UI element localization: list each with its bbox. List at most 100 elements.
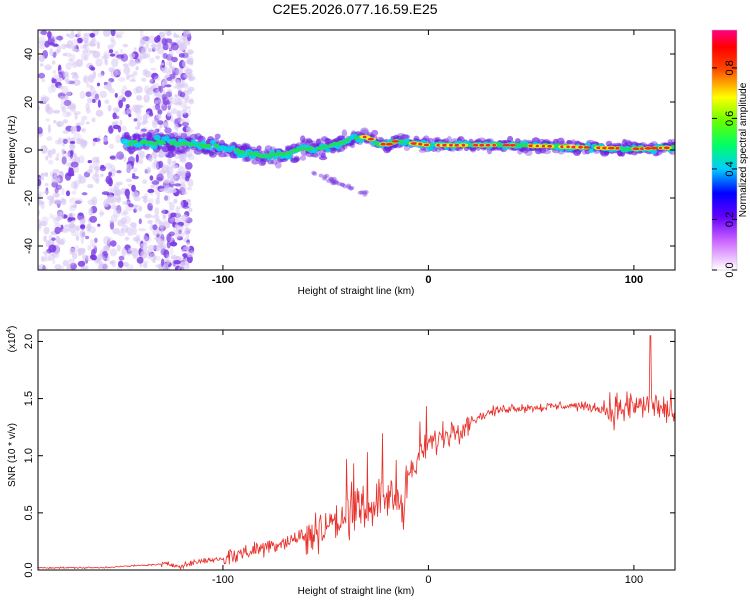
ridge-green bbox=[270, 152, 278, 157]
noise-speck bbox=[62, 119, 68, 124]
noise-speck bbox=[72, 48, 81, 53]
ridge-glow bbox=[275, 161, 282, 169]
noise-speck bbox=[89, 215, 98, 223]
noise-speck bbox=[82, 49, 89, 54]
ridge-glow bbox=[402, 134, 411, 140]
noise-speck bbox=[120, 88, 125, 96]
noise-speck bbox=[143, 94, 150, 103]
noise-speck bbox=[46, 136, 53, 142]
noise-speck bbox=[174, 154, 179, 160]
noise-speck bbox=[45, 118, 50, 122]
noise-speck bbox=[186, 55, 194, 65]
secondary-streak bbox=[346, 185, 352, 190]
noise-speck bbox=[101, 250, 108, 259]
noise-speck bbox=[179, 118, 185, 123]
noise-speck bbox=[59, 237, 66, 245]
noise-speck bbox=[66, 173, 75, 177]
ridge-glow bbox=[299, 155, 307, 161]
noise-speck bbox=[148, 167, 152, 174]
noise-speck bbox=[171, 108, 178, 115]
noise-speck bbox=[55, 157, 59, 161]
noise-speck bbox=[58, 71, 63, 79]
spectrogram-x-ticks: -100 0 100 bbox=[212, 30, 643, 286]
noise-speck bbox=[155, 264, 163, 268]
ridge-glow bbox=[360, 129, 370, 137]
noise-speck bbox=[40, 256, 45, 262]
noise-speck bbox=[61, 85, 69, 95]
noise-speck bbox=[175, 205, 182, 210]
noise-speck bbox=[123, 65, 131, 75]
noise-speck bbox=[47, 124, 52, 134]
noise-speck bbox=[174, 123, 179, 131]
chart-title: C2E5.2026.077.16.59.E25 bbox=[272, 1, 438, 17]
noise-speck bbox=[119, 49, 124, 54]
noise-speck bbox=[166, 162, 174, 169]
noise-speck bbox=[153, 100, 159, 105]
noise-speck bbox=[121, 261, 129, 267]
noise-speck bbox=[145, 236, 152, 243]
noise-speck bbox=[141, 195, 148, 200]
noise-speck bbox=[63, 138, 68, 145]
ridge-green bbox=[173, 141, 179, 146]
noise-speck bbox=[138, 150, 145, 156]
noise-speck bbox=[136, 104, 144, 109]
noise-speck bbox=[69, 223, 76, 229]
noise-speck bbox=[51, 35, 57, 40]
noise-speck bbox=[109, 220, 115, 230]
noise-speck bbox=[53, 120, 57, 124]
noise-speck bbox=[118, 255, 125, 261]
noise-speck bbox=[44, 64, 52, 71]
noise-speck bbox=[161, 264, 166, 270]
noise-speck bbox=[55, 35, 64, 41]
noise-speck bbox=[91, 244, 98, 249]
noise-speck bbox=[122, 85, 128, 92]
noise-speck bbox=[71, 38, 79, 48]
noise-speck bbox=[80, 224, 86, 229]
noise-speck bbox=[188, 207, 193, 212]
ridge-red bbox=[385, 142, 394, 146]
noise-speck bbox=[160, 258, 165, 268]
ridge-glow bbox=[209, 150, 215, 157]
noise-speck bbox=[95, 58, 103, 67]
noise-speck bbox=[151, 72, 159, 80]
noise-speck bbox=[154, 217, 161, 225]
noise-speck bbox=[142, 263, 148, 269]
noise-speck bbox=[142, 198, 150, 203]
ridge-green bbox=[292, 148, 298, 153]
x-tick-label: 100 bbox=[625, 274, 643, 286]
noise-speck bbox=[129, 52, 136, 59]
noise-speck bbox=[167, 157, 172, 165]
noise-speck bbox=[170, 246, 174, 256]
y-tick-label: 0 bbox=[23, 147, 35, 153]
y-tick-label: 2.0 bbox=[23, 334, 35, 349]
ridge-green bbox=[246, 152, 253, 156]
noise-speck bbox=[118, 77, 126, 82]
ridge-glow bbox=[566, 139, 572, 145]
ridge-glow bbox=[341, 129, 348, 137]
noise-speck bbox=[173, 198, 178, 204]
noise-speck bbox=[184, 69, 192, 75]
noise-speck bbox=[48, 85, 53, 94]
noise-speck bbox=[155, 217, 160, 222]
noise-speck bbox=[38, 55, 45, 63]
noise-speck bbox=[100, 70, 105, 76]
noise-speck bbox=[163, 195, 171, 201]
ridge-green bbox=[399, 139, 405, 144]
colorbar-tick-label: 0.4 bbox=[724, 161, 736, 176]
noise-speck bbox=[85, 235, 90, 240]
noise-speck bbox=[177, 39, 184, 47]
noise-speck bbox=[116, 209, 121, 218]
noise-speck bbox=[89, 254, 96, 260]
noise-speck bbox=[65, 190, 71, 197]
ridge-green bbox=[374, 141, 380, 146]
ridge-red bbox=[644, 147, 653, 150]
noise-speck bbox=[52, 51, 57, 58]
noise-speck bbox=[87, 199, 96, 205]
noise-speck bbox=[138, 205, 143, 212]
noise-speck bbox=[158, 221, 165, 229]
noise-speck bbox=[162, 214, 167, 219]
secondary-streak bbox=[342, 184, 348, 189]
ridge-glow bbox=[403, 145, 411, 152]
ridge-red bbox=[472, 143, 479, 147]
ridge-red bbox=[663, 146, 670, 150]
